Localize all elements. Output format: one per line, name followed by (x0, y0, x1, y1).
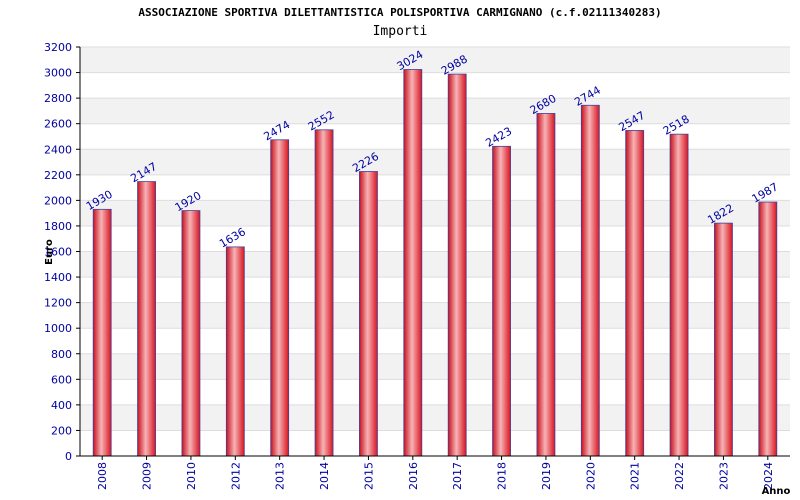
bar (758, 201, 778, 457)
x-tick-label: 2020 (584, 462, 597, 490)
x-tick-label: 2023 (717, 462, 730, 490)
bar (225, 246, 245, 457)
y-tick-label: 2800 (44, 92, 72, 105)
x-tick-label: 2018 (496, 462, 509, 490)
y-tick-label: 1400 (44, 271, 72, 284)
x-tick-label: 2008 (96, 462, 109, 490)
bar (270, 139, 290, 457)
y-tick-label: 0 (65, 450, 72, 463)
x-tick-label: 2022 (673, 462, 686, 490)
bars (92, 69, 778, 457)
y-tick-label: 1600 (44, 246, 72, 259)
bar (580, 104, 600, 457)
y-tick-label: 2200 (44, 169, 72, 182)
x-tick-label: 2015 (362, 462, 375, 490)
y-tick-label: 1200 (44, 297, 72, 310)
y-tick-label: 400 (51, 399, 72, 412)
bar (314, 129, 334, 457)
y-tick-label: 2600 (44, 118, 72, 131)
axes (76, 46, 790, 460)
bar (625, 130, 645, 457)
x-tick-label: 2014 (318, 462, 331, 490)
chart-subtitle: Importi (372, 24, 428, 39)
y-tick-label: 200 (51, 424, 72, 437)
bar (92, 208, 112, 457)
y-tick-label: 2000 (44, 194, 72, 207)
bar (669, 133, 689, 457)
bar (447, 73, 467, 457)
y-tick-label: 600 (51, 373, 72, 386)
bar (492, 145, 511, 457)
chart-title: ASSOCIAZIONE SPORTIVA DILETTANTISTICA PO… (138, 6, 662, 19)
x-axis-label: Anno (762, 486, 791, 497)
y-tick-label: 2400 (44, 143, 72, 156)
bar (403, 69, 423, 457)
bar (181, 210, 201, 457)
x-tick-label: 2009 (141, 462, 154, 490)
bar (536, 113, 556, 457)
grid-band (80, 98, 790, 124)
x-tick-label: 2019 (540, 462, 553, 490)
bar (714, 222, 733, 457)
y-tick-label: 3000 (44, 67, 72, 80)
x-tick-label: 2013 (274, 462, 287, 490)
y-tick-label: 1000 (44, 322, 72, 335)
x-tick-label: 2012 (229, 462, 242, 490)
y-axis-label: Euro (44, 239, 55, 265)
x-tick-label: 2024 (762, 462, 775, 490)
bar (137, 181, 156, 457)
y-tick-label: 3200 (44, 41, 72, 54)
bar (359, 171, 378, 457)
grid-band (80, 47, 790, 73)
x-tick-label: 2016 (407, 462, 420, 490)
x-tick-label: 2021 (629, 462, 642, 490)
y-tick-label: 1800 (44, 220, 72, 233)
y-tick-label: 800 (51, 348, 72, 361)
x-tick-label: 2017 (451, 462, 464, 490)
x-tick-label: 2010 (185, 462, 198, 490)
